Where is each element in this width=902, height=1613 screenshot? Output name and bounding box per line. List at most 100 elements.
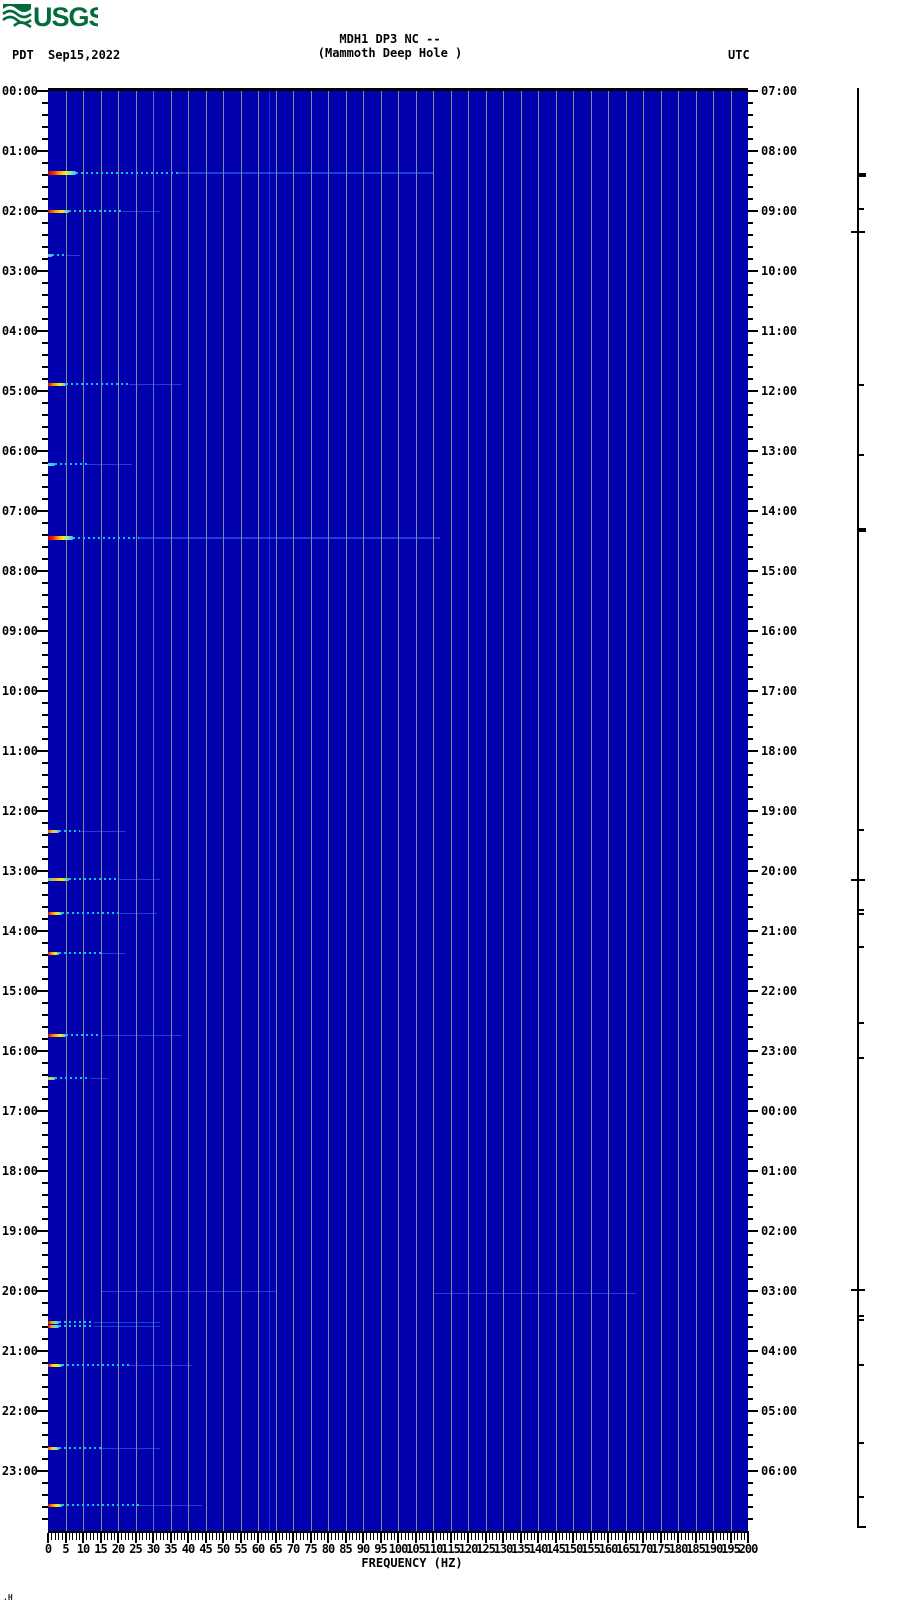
freq-minor-tick <box>212 1533 213 1540</box>
time-minor-tick-right <box>748 762 753 764</box>
freq-tick-label: 45 <box>199 1542 212 1556</box>
event-faint-tail <box>100 1448 160 1449</box>
freq-minor-tick <box>250 1533 252 1540</box>
time-minor-tick-left <box>42 618 48 620</box>
time-minor-tick-right <box>748 1398 753 1400</box>
time-minor-tick-right <box>748 1506 753 1508</box>
time-minor-tick-left <box>42 606 48 608</box>
freq-minor-tick <box>544 1533 546 1540</box>
freq-minor-tick <box>373 1533 374 1540</box>
time-minor-tick-left <box>42 486 48 488</box>
event-faint-tail <box>139 537 440 539</box>
time-minor-tick-left <box>42 1038 48 1040</box>
freq-minor-tick <box>320 1533 322 1540</box>
freq-minor-tick <box>191 1533 192 1540</box>
time-major-tick-right <box>748 330 758 332</box>
time-minor-tick-left <box>42 1278 48 1280</box>
time-label-right: 13:00 <box>761 444 798 458</box>
time-minor-tick-left <box>42 894 48 896</box>
freq-major-tick <box>257 1533 259 1543</box>
time-minor-tick-right <box>748 606 753 608</box>
time-major-tick-right <box>748 210 758 212</box>
time-minor-tick-right <box>748 258 753 260</box>
event-head <box>48 1321 59 1324</box>
freq-tick-label: 80 <box>321 1542 335 1556</box>
time-minor-tick-right <box>748 354 753 356</box>
freq-tick-label: 190 <box>703 1542 724 1556</box>
freq-minor-tick <box>548 1533 549 1540</box>
freq-minor-tick <box>394 1533 395 1540</box>
time-minor-tick-left <box>42 1434 48 1436</box>
time-label-right: 03:00 <box>761 1284 798 1298</box>
time-minor-tick-right <box>748 1494 753 1496</box>
freq-minor-tick <box>93 1533 94 1540</box>
time-minor-tick-right <box>748 426 753 428</box>
freq-minor-tick <box>226 1533 227 1540</box>
time-label-right: 05:00 <box>761 1404 798 1418</box>
freq-major-tick <box>519 1533 522 1543</box>
time-minor-tick-right <box>748 414 753 416</box>
gridline <box>433 91 434 1531</box>
time-minor-tick-right <box>748 978 753 980</box>
freq-minor-tick <box>264 1533 266 1540</box>
time-major-tick-right <box>748 990 758 992</box>
time-minor-tick-left <box>42 402 48 404</box>
freq-minor-tick <box>443 1533 444 1540</box>
freq-minor-tick <box>513 1533 514 1540</box>
time-minor-tick-right <box>748 1062 753 1064</box>
time-minor-tick-left <box>42 702 48 704</box>
freq-minor-tick <box>369 1533 371 1540</box>
freq-minor-tick <box>492 1533 493 1540</box>
time-minor-tick-left <box>42 666 48 668</box>
persistent-frequency-line <box>268 91 270 1531</box>
time-label-left: 16:00 <box>1 1044 38 1058</box>
time-minor-tick-left <box>42 1182 48 1184</box>
gridline <box>485 91 487 1531</box>
gridline <box>538 91 539 1531</box>
time-minor-tick-left <box>42 1098 48 1100</box>
event-faint-tail <box>118 913 157 914</box>
time-major-tick-right <box>748 570 758 572</box>
time-major-tick-left <box>36 1410 48 1412</box>
time-minor-tick-right <box>748 786 753 788</box>
event-faint-tail <box>86 464 132 465</box>
time-minor-tick-left <box>42 1074 48 1076</box>
freq-minor-tick <box>499 1533 500 1540</box>
time-minor-tick-left <box>42 1026 48 1028</box>
time-label-left: 05:00 <box>1 384 38 398</box>
time-minor-tick-left <box>42 858 48 860</box>
freq-minor-tick <box>719 1533 721 1540</box>
time-major-tick-right <box>748 750 758 752</box>
time-minor-tick-right <box>748 1026 753 1028</box>
event-tail <box>65 1034 101 1036</box>
freq-tick-label: 75 <box>304 1542 317 1556</box>
freq-minor-tick <box>299 1533 301 1540</box>
time-label-left: 06:00 <box>1 444 38 458</box>
time-minor-tick-left <box>42 102 48 104</box>
freq-minor-tick <box>569 1533 570 1540</box>
time-minor-tick-right <box>748 666 753 668</box>
event-tail <box>58 1447 101 1449</box>
freq-minor-tick <box>576 1533 577 1540</box>
detection-marker <box>857 946 864 948</box>
time-major-tick-left <box>36 510 48 512</box>
freq-minor-tick <box>635 1533 637 1540</box>
freq-minor-tick <box>338 1533 339 1540</box>
timezone-left-label: PDT <box>12 48 34 62</box>
time-minor-tick-left <box>42 762 48 764</box>
time-minor-tick-left <box>42 318 48 320</box>
time-minor-tick-left <box>42 378 48 380</box>
freq-minor-tick <box>726 1533 728 1540</box>
freq-minor-tick <box>551 1533 553 1540</box>
time-label-right: 22:00 <box>761 984 798 998</box>
freq-minor-tick <box>278 1533 280 1540</box>
freq-major-tick <box>222 1533 224 1543</box>
freq-minor-tick <box>303 1533 304 1540</box>
time-major-tick-right <box>748 1290 758 1292</box>
freq-minor-tick <box>684 1533 686 1540</box>
freq-minor-tick <box>355 1533 357 1540</box>
freq-major-tick <box>729 1533 732 1543</box>
event-head <box>48 210 69 213</box>
freq-minor-tick <box>740 1533 742 1540</box>
